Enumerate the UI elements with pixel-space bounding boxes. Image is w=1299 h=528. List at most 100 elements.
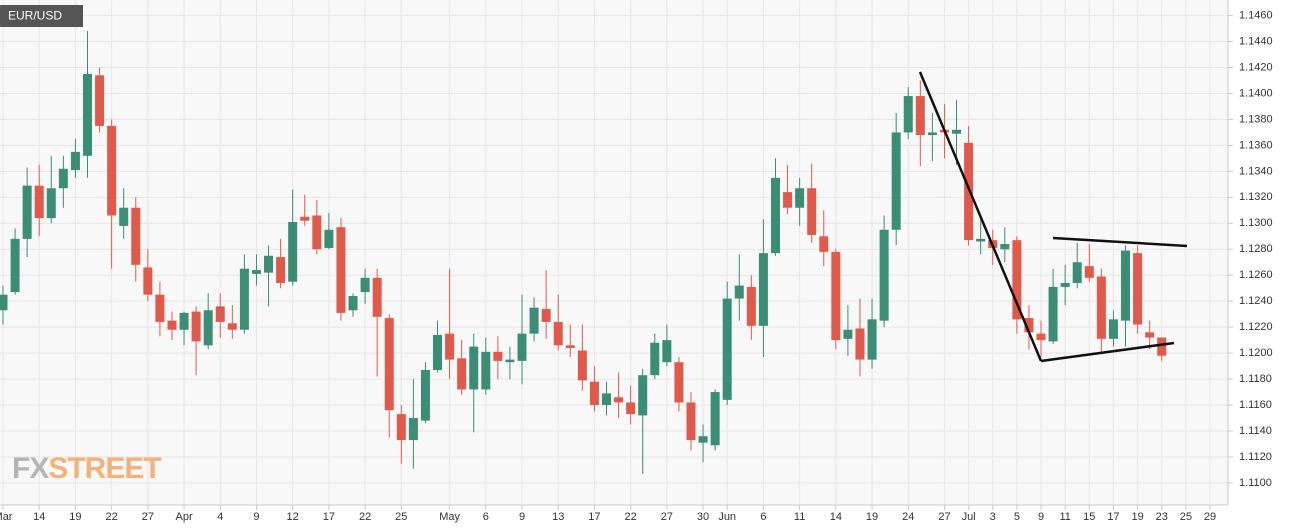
candle-body [1096,276,1106,339]
candle-body [70,151,80,171]
candle-body [324,229,334,248]
x-tick-label: Apr [175,511,192,523]
y-tick-label: 1.1200 [1239,347,1273,359]
x-tick-label: 17 [1107,511,1119,523]
candle-body [1000,244,1010,250]
x-tick-label: 9 [253,511,259,523]
candle-body [1036,333,1046,341]
x-tick-label: Jun [718,511,736,523]
candle-body [722,298,732,400]
candle-body [179,312,189,330]
candle-body [251,270,261,274]
candle-body [541,308,551,322]
x-tick-label: 22 [625,511,637,523]
candle-body [626,402,636,415]
candle-body [239,268,249,330]
y-tick-label: 1.1420 [1239,61,1273,73]
candle-body [746,286,756,326]
candle-body [770,177,780,254]
candle-body [119,207,129,226]
trend-line [918,71,1043,362]
y-tick-label: 1.1340 [1239,165,1273,177]
grid [0,0,1228,505]
x-tick-label: 17 [588,511,600,523]
candle-body [1133,253,1143,325]
trendlines [918,71,1188,363]
candle-body [1108,319,1118,339]
candle-body [952,129,962,134]
candle-body [783,192,793,208]
candle-body [408,418,418,441]
candle-body [1012,240,1022,320]
candle-body [602,393,611,406]
x-tick-label: 24 [902,511,914,523]
y-tick-label: 1.1140 [1239,425,1272,437]
x-tick-label: 19 [1131,511,1143,523]
candle-body [227,323,237,330]
candle-body [10,238,20,293]
candle-body [891,132,901,230]
y-tick-label: 1.1460 [1239,9,1273,21]
x-tick-label: 17 [323,511,335,523]
x-tick-label: 23 [1156,511,1168,523]
x-tick-label: Jul [962,511,976,523]
y-tick-label: 1.1100 [1239,477,1272,489]
candle-body [734,285,744,299]
candle-body [1060,283,1070,287]
candle-body [795,188,805,208]
candle-body [420,369,430,421]
trend-line [1052,236,1188,248]
y-tick-label: 1.1240 [1239,295,1273,307]
candle-body [505,359,515,363]
candle-body [867,319,877,360]
watermark: FXSTREET [12,452,161,485]
candle-body [638,375,648,416]
y-tick-label: 1.1400 [1239,87,1273,99]
watermark-prefix: FX [12,452,49,485]
candle-body [879,229,889,321]
x-tick-label: 22 [359,511,371,523]
candle-body [469,346,479,390]
candle-body [348,295,358,311]
candle-body [831,251,841,341]
y-tick-label: 1.1260 [1239,269,1273,281]
candle-body [964,142,974,241]
candle-body [264,255,274,273]
x-tick-label: 27 [661,511,673,523]
candle-body [336,227,346,313]
y-tick-label: 1.1160 [1239,399,1272,411]
x-tick-label: May [439,511,460,523]
candle-body [0,294,8,311]
x-tick-label: 25 [395,511,407,523]
candle-body [107,125,117,216]
x-tick-label: 6 [483,511,489,523]
candle-body [1157,337,1167,356]
candle-body [46,188,56,219]
candle-body [312,215,322,250]
candle-body [807,188,817,235]
candle-body [155,294,165,322]
x-tick-label: 3 [990,511,996,523]
candle-body [95,75,105,126]
candle-body [34,185,44,219]
candle-body [203,310,213,346]
candle-body [517,333,527,361]
x-tick-label: 25 [1180,511,1192,523]
y-tick-label: 1.1280 [1239,243,1273,255]
x-tick-label: 19 [866,511,878,523]
x-tick-label: 19 [69,511,81,523]
x-tick-label: 14 [33,511,45,523]
candle-body [58,168,68,189]
candle-body [276,257,286,284]
candle-body [1072,262,1082,284]
candle-body [493,351,503,361]
x-tick-label: 11 [1059,511,1070,523]
candle-body [143,267,153,295]
candle-body [686,402,696,441]
x-tick-label: 27 [938,511,950,523]
candle-body [1121,250,1131,321]
candle-body [903,96,913,133]
candle-body [976,238,986,242]
watermark-suffix: STREET [48,452,161,485]
candle-body [191,311,201,342]
